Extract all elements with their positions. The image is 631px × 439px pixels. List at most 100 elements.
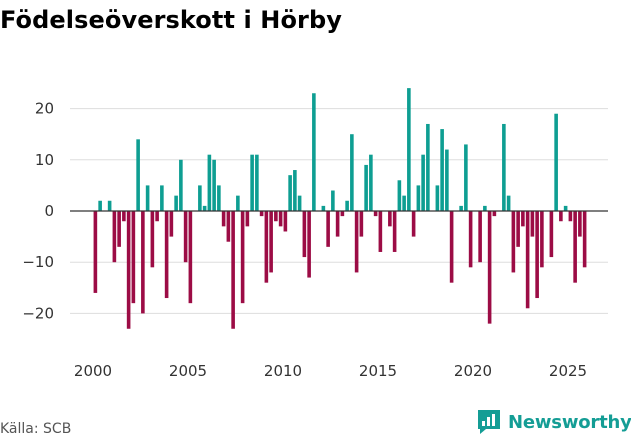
bar (293, 170, 297, 211)
bar (93, 211, 98, 293)
bar (297, 195, 302, 211)
y-tick-label: −20 (22, 304, 54, 322)
bar (164, 211, 169, 299)
bar (435, 185, 440, 211)
bar (126, 211, 131, 329)
bar (145, 185, 150, 211)
bar (160, 185, 164, 211)
bar (359, 211, 364, 237)
bar (487, 211, 492, 324)
bar (421, 154, 425, 211)
chart-title: Födelseöverskott i Hörby (0, 6, 343, 34)
grid-layer (70, 108, 608, 314)
bar (255, 154, 259, 211)
bar (535, 211, 539, 299)
bar (540, 211, 544, 268)
bar (440, 129, 444, 211)
bar (525, 211, 530, 309)
bar (459, 205, 463, 211)
bar (207, 154, 212, 211)
bar (98, 200, 102, 211)
bar (506, 195, 511, 211)
bar (274, 211, 278, 222)
y-tick-label: −10 (22, 253, 54, 271)
bar (136, 139, 140, 211)
bar (407, 88, 411, 211)
bar (445, 149, 449, 211)
bar (369, 154, 373, 211)
newsworthy-logo: Newsworthy (476, 409, 631, 435)
bar (150, 211, 155, 268)
bar (521, 211, 525, 227)
bars-layer (93, 88, 587, 329)
bar (388, 211, 392, 227)
bar (335, 211, 340, 237)
bar (530, 211, 535, 237)
bar (107, 200, 112, 211)
bar (302, 211, 307, 258)
bar (345, 200, 349, 211)
bar (321, 205, 326, 211)
bar (169, 211, 174, 237)
bar (416, 185, 421, 211)
bar (122, 211, 126, 222)
bar (426, 123, 430, 211)
bar (397, 180, 402, 211)
bar (283, 211, 288, 232)
bar (245, 211, 250, 227)
bar (549, 211, 554, 258)
bar (312, 93, 316, 211)
x-tick-label: 2000 (74, 362, 112, 380)
source-note: Källa: SCB (0, 421, 72, 437)
bar (364, 164, 368, 211)
bar (117, 211, 121, 247)
y-tick-label: 0 (44, 202, 54, 220)
bar (554, 113, 558, 211)
bar (131, 211, 136, 304)
x-tick-label: 2015 (359, 362, 397, 380)
bar (373, 211, 378, 217)
x-tick-label: 2020 (454, 362, 492, 380)
bar (221, 211, 226, 227)
bar (212, 159, 216, 211)
bar (411, 211, 416, 237)
bar (483, 205, 487, 211)
bar (449, 211, 454, 283)
bar (354, 211, 359, 273)
bar (202, 205, 207, 211)
brand-name: Newsworthy (508, 411, 631, 433)
x-tick-label: 2025 (549, 362, 587, 380)
y-tick-label: 10 (35, 151, 54, 169)
bar (264, 211, 269, 283)
bar (578, 211, 582, 237)
bar (340, 211, 345, 217)
bar (183, 211, 188, 263)
bar (217, 185, 221, 211)
bar (402, 195, 406, 211)
bar (174, 195, 178, 211)
bar (198, 185, 202, 211)
bar (464, 144, 468, 211)
bar (112, 211, 117, 263)
bar (288, 175, 292, 211)
x-tick-labels: 2000 2005 2010 2015 2020 2025 (74, 362, 587, 380)
bar (278, 211, 283, 227)
bar (563, 205, 568, 211)
bar (236, 195, 240, 211)
bar (582, 211, 587, 268)
bar (392, 211, 397, 252)
bar (226, 211, 231, 242)
bar (492, 211, 497, 217)
bar (326, 211, 330, 247)
bar (502, 123, 506, 211)
bar (188, 211, 193, 304)
bar (231, 211, 235, 329)
bar (568, 211, 573, 222)
bar (155, 211, 159, 222)
bar (269, 211, 273, 273)
bar (468, 211, 473, 268)
bar (331, 190, 335, 211)
bar (516, 211, 520, 247)
bar (378, 211, 383, 252)
